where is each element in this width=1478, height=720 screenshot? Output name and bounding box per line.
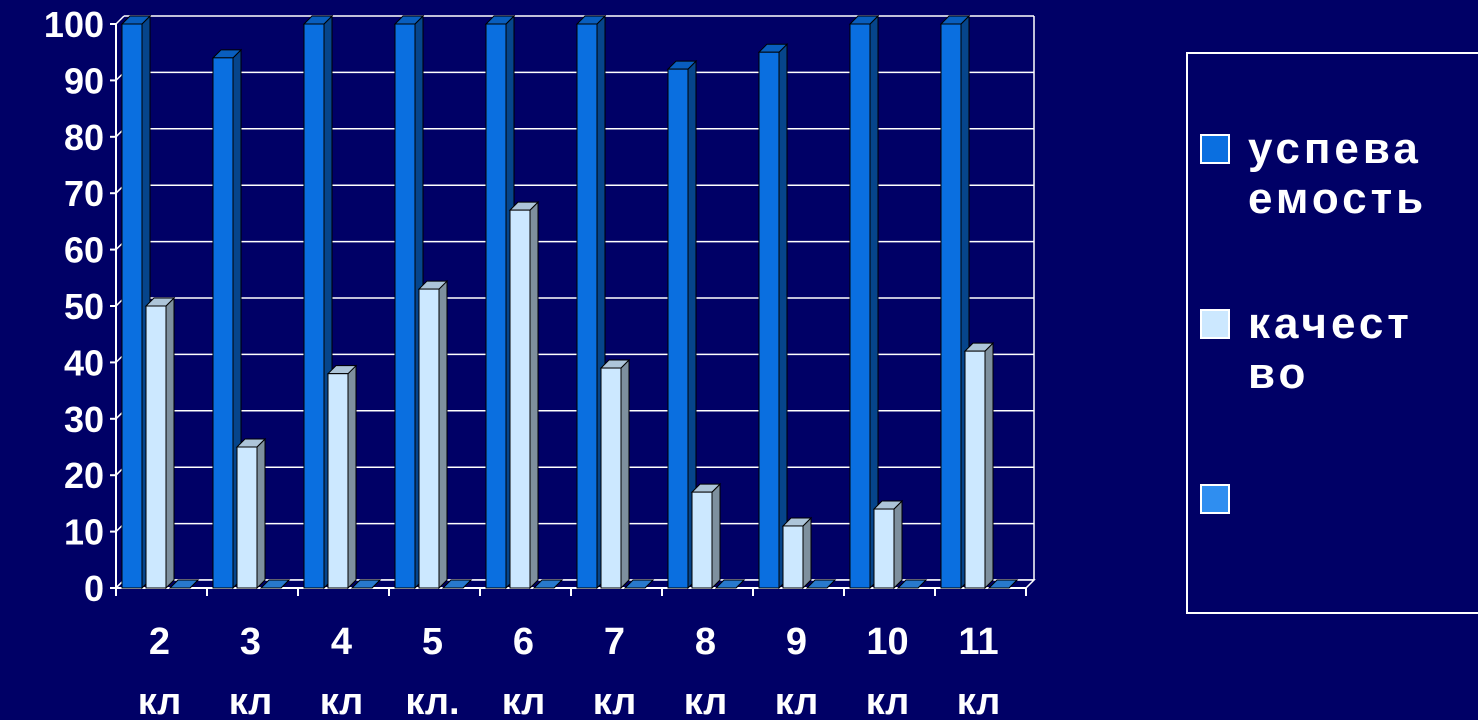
bar-качество-6 bbox=[509, 209, 531, 589]
bar-качество-9-side bbox=[802, 516, 812, 590]
xtick-label-unit-4: кл bbox=[320, 681, 364, 720]
xtick-label-unit-6: кл bbox=[502, 681, 546, 720]
legend-item-third-series bbox=[1200, 474, 1468, 514]
ytick-label-10: 10 bbox=[64, 512, 104, 553]
bar-series3-5-top bbox=[441, 579, 473, 589]
xtick-label-number-11: 11 bbox=[958, 621, 998, 663]
gridline-depth-100 bbox=[115, 15, 125, 25]
bar-series3-2-top bbox=[168, 579, 200, 589]
xtick-label-unit-5: кл. bbox=[405, 681, 459, 720]
ytick-label-60: 60 bbox=[64, 230, 104, 271]
bar-качество-8-side bbox=[711, 482, 721, 590]
bar-качество-8 bbox=[691, 491, 713, 589]
legend-swatch-uspevaemost bbox=[1200, 134, 1230, 164]
bar-качество-11 bbox=[964, 350, 986, 589]
legend-item-kachestvo: качест во bbox=[1200, 299, 1468, 399]
ytick-label-20: 20 bbox=[64, 455, 104, 496]
bar-успеваемость-5 bbox=[394, 23, 416, 589]
xtick-label-unit-11: кл bbox=[957, 681, 1001, 720]
ytick-label-70: 70 bbox=[64, 173, 104, 214]
bar-успеваемость-10 bbox=[849, 23, 871, 589]
xtick-label-unit-9: кл bbox=[775, 681, 819, 720]
bar-series3-4-top bbox=[350, 579, 382, 589]
bar-качество-4-side bbox=[347, 364, 357, 590]
bar-успеваемость-4 bbox=[303, 23, 325, 589]
bar-series3-7-top bbox=[623, 579, 655, 589]
ytick-label-50: 50 bbox=[64, 286, 104, 327]
legend: успева емость качест во bbox=[1186, 52, 1478, 614]
bar-series3-3-top bbox=[259, 579, 291, 589]
xtick-label-unit-10: кл bbox=[866, 681, 910, 720]
bar-качество-3-side bbox=[256, 437, 266, 590]
bar-качество-2 bbox=[145, 305, 167, 589]
legend-item-uspevaemost: успева емость bbox=[1200, 124, 1468, 224]
legend-label-kachestvo: качест во bbox=[1248, 299, 1413, 398]
bar-series3-6-top bbox=[532, 579, 564, 589]
ytick-label-80: 80 bbox=[64, 117, 104, 158]
ytick-label-40: 40 bbox=[64, 342, 104, 383]
ytick-label-0: 0 bbox=[84, 568, 104, 609]
bar-качество-5 bbox=[418, 288, 440, 589]
xtick-label-number-7: 7 bbox=[604, 621, 625, 663]
bar-успеваемость-6 bbox=[485, 23, 507, 589]
xtick-label-number-9: 9 bbox=[786, 621, 807, 663]
bar-качество-10 bbox=[873, 508, 895, 589]
bar-успеваемость-9-side bbox=[778, 42, 788, 590]
bar-качество-11-side bbox=[984, 341, 994, 590]
xtick-label-unit-2: кл bbox=[138, 681, 182, 720]
xtick-label-number-4: 4 bbox=[331, 621, 352, 663]
bar-качество-9 bbox=[782, 525, 804, 589]
ytick-label-90: 90 bbox=[64, 60, 104, 101]
ytick-label-100: 100 bbox=[44, 4, 104, 45]
xtick-label-number-3: 3 bbox=[240, 621, 261, 663]
bar-качество-7-side bbox=[620, 358, 630, 590]
bar-series3-8-top bbox=[714, 579, 746, 589]
legend-label-uspevaemost: успева емость bbox=[1248, 124, 1428, 223]
xtick-label-unit-7: кл bbox=[593, 681, 637, 720]
bar-успеваемость-10-side bbox=[869, 14, 879, 590]
bar-качество-3 bbox=[236, 446, 258, 589]
xtick-label-number-2: 2 bbox=[149, 621, 170, 663]
legend-swatch-third-series bbox=[1200, 484, 1230, 514]
xtick-label-unit-8: кл bbox=[684, 681, 728, 720]
xtick-label-number-6: 6 bbox=[513, 621, 534, 663]
bar-series3-10-top bbox=[896, 579, 928, 589]
ytick-label-30: 30 bbox=[64, 399, 104, 440]
bar-качество-7 bbox=[600, 367, 622, 589]
bar-успеваемость-2 bbox=[121, 23, 143, 589]
bar-успеваемость-8 bbox=[667, 68, 689, 589]
bar-успеваемость-3 bbox=[212, 57, 234, 589]
bar-качество-6-side bbox=[529, 200, 539, 590]
bar-series3-9-top bbox=[805, 579, 837, 589]
bar-качество-2-side bbox=[165, 296, 175, 590]
xtick-label-number-5: 5 bbox=[422, 621, 443, 663]
bar-качество-10-side bbox=[893, 499, 903, 590]
bar-успеваемость-9 bbox=[758, 51, 780, 589]
bar-качество-5-side bbox=[438, 279, 448, 590]
xtick-label-number-8: 8 bbox=[695, 621, 716, 663]
xtick-label-number-10: 10 bbox=[866, 621, 908, 663]
bar-качество-4 bbox=[327, 373, 349, 589]
bar-успеваемость-11 bbox=[940, 23, 962, 589]
xtick-label-unit-3: кл bbox=[229, 681, 273, 720]
bar-успеваемость-7 bbox=[576, 23, 598, 589]
bar-series3-11-top bbox=[987, 579, 1019, 589]
legend-swatch-kachestvo bbox=[1200, 309, 1230, 339]
bar-chart: 0 10 20 30 40 50 60 70 80 90 100 2 кл 3 кл 4 кл 5 кл. 6 кл 7 к… bbox=[44, 4, 1036, 720]
